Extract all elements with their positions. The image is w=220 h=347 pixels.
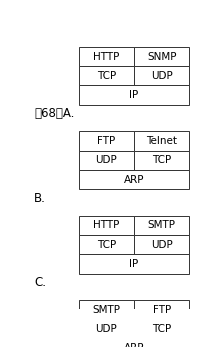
Bar (134, 300, 189, 320)
Bar (79, 66, 134, 85)
Text: HTTP: HTTP (93, 52, 119, 62)
Bar (79, 254, 189, 273)
Text: B.: B. (34, 192, 46, 205)
Bar (79, 132, 134, 151)
Text: TCP: TCP (152, 155, 171, 165)
Bar (79, 300, 134, 320)
Bar (79, 235, 134, 254)
Bar (134, 320, 189, 339)
Text: TCP: TCP (152, 324, 171, 334)
Text: UDP: UDP (95, 324, 117, 334)
Text: UDP: UDP (95, 155, 117, 165)
Text: FTP: FTP (153, 305, 171, 315)
Text: UDP: UDP (151, 71, 173, 81)
Bar (134, 66, 189, 85)
Text: Telnet: Telnet (146, 136, 177, 146)
Bar (134, 151, 189, 170)
Bar (79, 170, 189, 189)
Text: ARP: ARP (124, 344, 144, 347)
Bar (134, 132, 189, 151)
Bar (134, 216, 189, 235)
Text: SNMP: SNMP (147, 52, 176, 62)
Text: （68）A.: （68）A. (34, 107, 75, 120)
Bar (79, 339, 189, 347)
Text: C.: C. (34, 276, 46, 289)
Text: UDP: UDP (151, 240, 173, 250)
Text: HTTP: HTTP (93, 220, 119, 230)
Text: TCP: TCP (97, 71, 116, 81)
Text: SMTP: SMTP (148, 220, 176, 230)
Bar (79, 85, 189, 105)
Bar (79, 320, 134, 339)
Text: FTP: FTP (97, 136, 116, 146)
Text: IP: IP (129, 90, 139, 100)
Text: SMTP: SMTP (92, 305, 120, 315)
Text: ARP: ARP (124, 175, 144, 185)
Text: IP: IP (129, 259, 139, 269)
Bar (79, 216, 134, 235)
Bar (79, 47, 134, 66)
Bar (134, 47, 189, 66)
Bar (134, 235, 189, 254)
Bar (79, 151, 134, 170)
Text: TCP: TCP (97, 240, 116, 250)
